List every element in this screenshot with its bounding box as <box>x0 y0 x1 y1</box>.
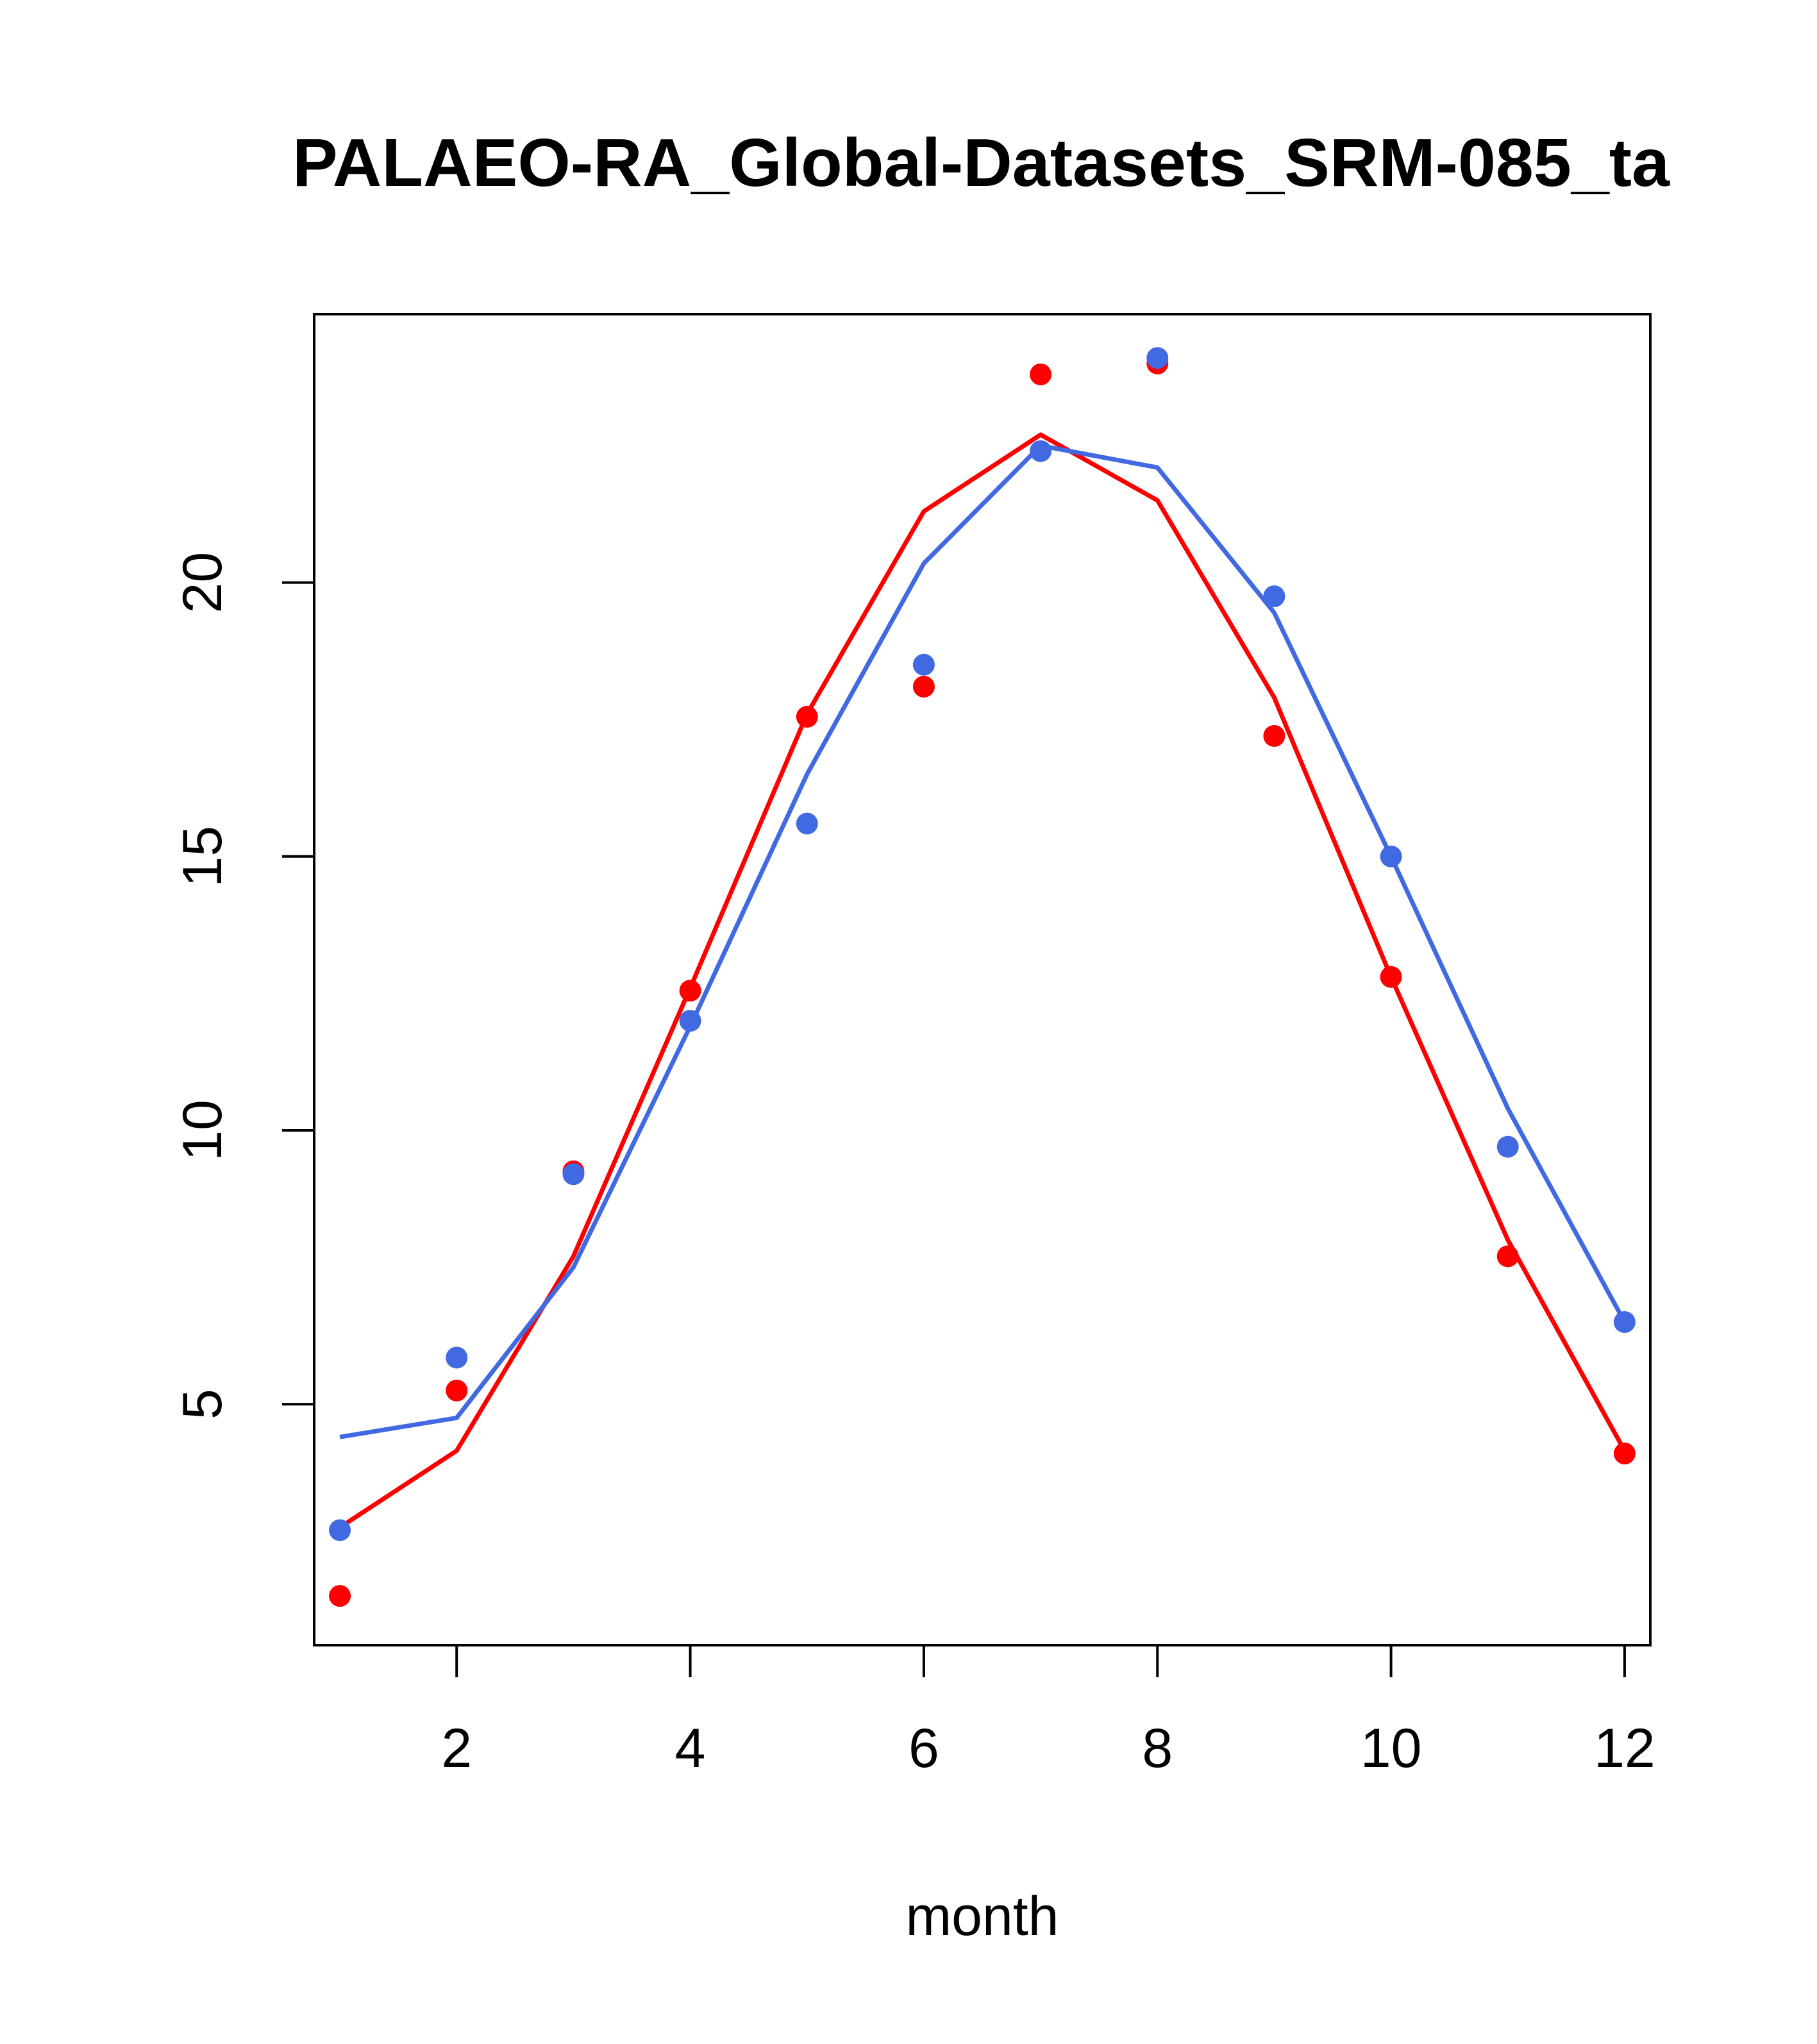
red-points-point <box>1263 725 1285 747</box>
blue-points-point <box>1613 1311 1636 1333</box>
red-points-point <box>1496 1245 1519 1268</box>
red-line-series-line <box>339 432 1627 1530</box>
blue-points-point <box>1496 1135 1519 1158</box>
red-points-point <box>329 1585 351 1607</box>
red-points-point <box>1380 966 1402 988</box>
red-points-point <box>796 705 818 728</box>
red-points-point <box>912 675 935 698</box>
blue-points-point <box>446 1346 468 1369</box>
x-tick-label: 6 <box>908 1718 939 1779</box>
red-points-point <box>446 1379 468 1402</box>
blue-points-point <box>1146 347 1169 369</box>
series-layer <box>329 347 1636 1607</box>
red-points-point <box>679 980 701 1002</box>
y-axis: 5 10 15 20 <box>172 552 315 1420</box>
x-tick-label: 2 <box>441 1718 472 1779</box>
blue-points-point <box>1380 845 1402 867</box>
blue-points-point <box>562 1163 585 1185</box>
blue-points-point <box>679 1010 701 1032</box>
red-points-point <box>1030 363 1052 385</box>
x-tick-label: 12 <box>1594 1718 1655 1779</box>
x-axis-label: month <box>905 1886 1059 1947</box>
chart-title: PALAEO-RA_Global-Datasets_SRM-085_ta <box>292 125 1670 201</box>
blue-points-point <box>329 1519 351 1541</box>
x-axis: 2 4 6 8 10 12 <box>441 1644 1655 1779</box>
blue-points-point <box>796 812 818 835</box>
x-tick-label: 10 <box>1361 1718 1422 1779</box>
red-points-point <box>1613 1442 1636 1464</box>
y-tick-label: 5 <box>172 1389 233 1420</box>
y-tick-label: 15 <box>172 826 233 887</box>
x-tick-label: 4 <box>675 1718 706 1779</box>
blue-points-point <box>1263 585 1285 607</box>
blue-line-series-line <box>339 443 1627 1439</box>
blue-points-point <box>912 653 935 676</box>
blue-points-point <box>1030 440 1052 462</box>
y-tick-label: 10 <box>172 1100 233 1161</box>
x-tick-label: 8 <box>1142 1718 1173 1779</box>
y-tick-label: 20 <box>172 552 233 614</box>
